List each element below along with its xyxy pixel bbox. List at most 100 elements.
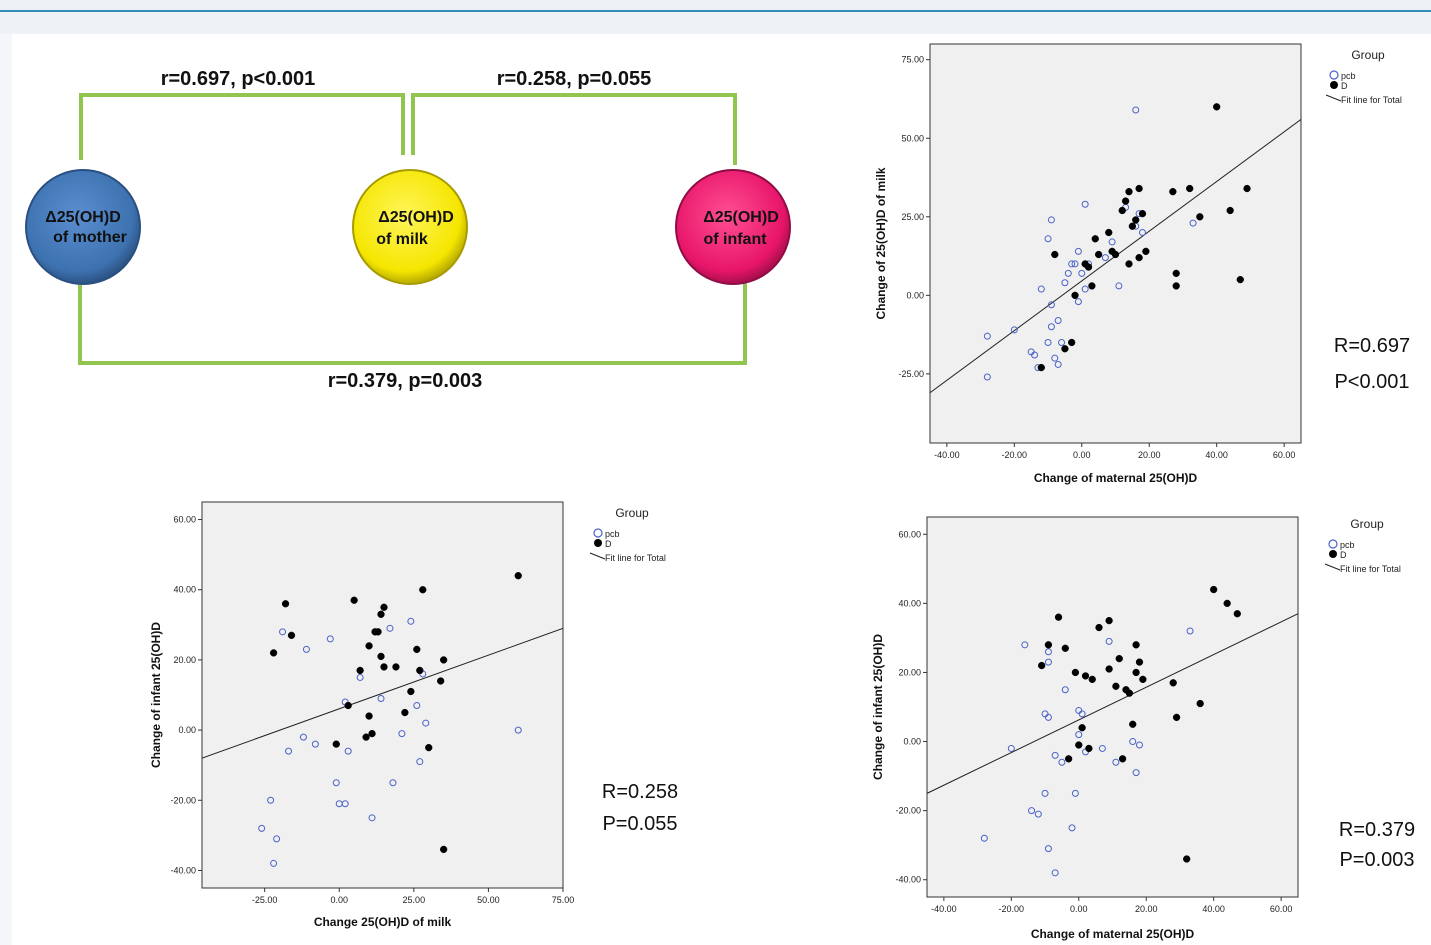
- chart-milk-vs-maternal-point-D: [1051, 250, 1059, 259]
- chart-infant-vs-milk-xtick-label: 25.00: [403, 895, 426, 905]
- bracket-mother-infant: [78, 280, 747, 365]
- chart-milk-vs-maternal-point-D: [1132, 216, 1140, 224]
- chart-infant-vs-maternal-point-D: [1183, 855, 1191, 863]
- chart-infant-vs-maternal-point-pcb: [1051, 751, 1059, 759]
- chart-milk-vs-maternal-point-D: [1121, 197, 1130, 205]
- chart-infant-vs-maternal-legend-d-label: D: [1340, 550, 1347, 560]
- chart-milk-vs-maternal-point-pcb: [1138, 229, 1146, 237]
- bracket-mother-milk: [79, 93, 405, 160]
- chart-milk-vs-maternal-point-D: [1135, 184, 1143, 193]
- chart-infant-vs-maternal-point-pcb: [1135, 741, 1143, 749]
- chart-milk-vs-maternal-xtick-label: -20.00: [1002, 450, 1028, 460]
- node-infant: Δ25(OH)D of infant: [675, 169, 791, 285]
- chart-infant-vs-milk-point-D: [392, 663, 400, 671]
- chart-infant-vs-maternal-ylabel: Change of infant 25(OH)D: [871, 634, 885, 780]
- chart-infant-vs-milk-point-D: [362, 733, 370, 741]
- chart-infant-vs-maternal-point-pcb: [1051, 869, 1059, 877]
- chart-milk-vs-maternal-point-D: [1071, 291, 1079, 299]
- chart-infant-vs-milk-point-pcb: [407, 617, 415, 625]
- chart-milk-vs-maternal-point-pcb: [1108, 238, 1116, 246]
- chart-milk-vs-maternal-point-D: [1142, 247, 1150, 256]
- chart-infant-vs-maternal-legend-fit-label: Fit line for Total: [1340, 564, 1401, 574]
- chart-infant-vs-milk-point-pcb: [422, 719, 430, 727]
- chart-infant-vs-milk-point-pcb: [389, 779, 397, 787]
- chart-milk-vs-maternal-point-D: [1138, 210, 1147, 218]
- chart-infant-vs-maternal-xtick-label: 0.00: [1070, 904, 1088, 914]
- chart-infant-vs-maternal-point-D: [1078, 724, 1086, 732]
- chart-infant-vs-milk-point-D: [401, 708, 409, 717]
- left-margin-strip: [0, 34, 12, 945]
- chart-infant-vs-maternal-point-D: [1223, 599, 1231, 608]
- chart-infant-vs-maternal-legend-d-marker: [1329, 550, 1337, 558]
- chart-infant-vs-milk-xlabel: Change 25(OH)D of milk: [314, 915, 452, 929]
- chart-infant-vs-maternal-legend-fit-marker: [1324, 563, 1341, 571]
- chart-infant-vs-maternal-point-D: [1095, 623, 1103, 632]
- chart-milk-vs-maternal-point-pcb: [1047, 323, 1055, 331]
- chart-infant-vs-maternal-point-D: [1169, 679, 1177, 687]
- chart-infant-vs-maternal-xtick-label: 20.00: [1135, 904, 1158, 914]
- chart-milk-vs-maternal-point-pcb: [1054, 316, 1062, 324]
- chart-infant-vs-maternal-point-pcb: [1129, 738, 1137, 746]
- chart-milk-vs-maternal-point-D: [1196, 213, 1204, 221]
- chart-infant-vs-milk-point-D: [413, 645, 421, 654]
- chart-milk-vs-maternal-xtick-label: 40.00: [1205, 450, 1228, 460]
- chart-milk-vs-maternal-legend-d-marker: [1330, 81, 1338, 89]
- chart-infant-vs-maternal-point-D: [1172, 713, 1181, 722]
- chart-milk-vs-maternal-point-pcb: [1044, 338, 1052, 346]
- chart-infant-vs-milk-legend-pcb-label: pcb: [605, 529, 620, 539]
- chart-infant-vs-maternal-point-pcb: [1078, 710, 1086, 718]
- chart-milk-vs-maternal-point-pcb: [1027, 348, 1035, 356]
- chart-milk-vs-maternal-point-pcb: [1115, 282, 1123, 290]
- chart-infant-vs-maternal-xtick-label: 60.00: [1270, 904, 1293, 914]
- chart-infant-vs-maternal-point-D: [1061, 644, 1069, 652]
- chart-infant-vs-maternal-point-D: [1118, 755, 1127, 763]
- chart-infant-vs-maternal-ytick-label: 60.00: [898, 529, 921, 539]
- chart-infant-vs-maternal-point-D: [1085, 744, 1093, 753]
- chart-infant-vs-maternal-point-D: [1105, 665, 1113, 673]
- chart-milk-vs-maternal-point-pcb: [1064, 269, 1072, 277]
- chart-infant-vs-maternal-legend-pcb-marker: [1328, 539, 1338, 549]
- chart-infant-vs-milk-point-D: [380, 603, 388, 611]
- chart-milk-vs-maternal-ytick-label: 50.00: [901, 133, 924, 143]
- chart-infant-vs-maternal-point-pcb: [1034, 810, 1042, 818]
- chart-infant-vs-maternal-point-pcb: [1098, 744, 1106, 752]
- chart-infant-vs-milk-point-D: [419, 586, 427, 594]
- chart-infant-vs-milk-point-pcb: [332, 779, 340, 787]
- chart-milk-vs-maternal-point-pcb: [1078, 269, 1086, 277]
- chart-infant-vs-milk-xtick-label: 75.00: [552, 895, 575, 905]
- top-banner: [0, 0, 1431, 34]
- chart-infant-vs-milk-ytick-label: 0.00: [178, 725, 196, 735]
- chart-milk-vs-maternal-ytick-label: 75.00: [901, 55, 924, 65]
- chart-milk-vs-maternal-point-D: [1088, 282, 1096, 290]
- chart-infant-vs-milk-point-D: [440, 845, 448, 854]
- chart-milk-vs-maternal-legend-fit-label: Fit line for Total: [1341, 95, 1402, 105]
- chart-infant-vs-milk-point-D: [269, 649, 278, 657]
- chart-infant-vs-milk-point-pcb: [270, 859, 278, 867]
- chart-milk-vs-maternal-point-pcb: [1081, 285, 1089, 293]
- chart-infant-vs-maternal-point-D: [1132, 641, 1140, 649]
- chart-milk-vs-maternal-point-pcb: [1189, 219, 1197, 227]
- chart-infant-vs-milk-point-D: [332, 740, 340, 748]
- chart-milk-vs-maternal-point-pcb: [1074, 247, 1082, 255]
- chart-infant-vs-milk-xtick-label: -25.00: [252, 895, 278, 905]
- chart-infant-vs-maternal-ytick-label: -20.00: [895, 806, 921, 816]
- chart-milk-vs-maternal-point-D: [1213, 103, 1221, 111]
- chart-infant-vs-maternal-point-pcb: [1186, 627, 1194, 635]
- chart-milk-vs-maternal-point-D: [1061, 345, 1069, 353]
- chart-milk-vs-maternal-point-D: [1236, 275, 1244, 284]
- chart-milk-vs-maternal-legend-fit-marker: [1325, 94, 1342, 102]
- node-milk-line1: Δ25(OH)D: [378, 209, 454, 226]
- node-infant-line2: of infant: [703, 231, 767, 248]
- chart-infant-vs-maternal-point-pcb: [980, 834, 988, 842]
- chart-milk-vs-maternal-point-pcb: [1074, 298, 1082, 306]
- chart-infant-vs-maternal-point-D: [1112, 682, 1120, 690]
- chart-infant-vs-milk-point-pcb: [258, 824, 266, 832]
- chart-infant-vs-milk-point-D: [287, 631, 296, 639]
- chart-infant-vs-milk-point-D: [356, 666, 364, 675]
- chart-infant-vs-maternal-point-D: [1125, 689, 1134, 697]
- chart-infant-vs-milk-stat-p: P=0.055: [602, 813, 677, 835]
- chart-infant-vs-maternal-point-pcb: [1041, 789, 1049, 797]
- chart-milk-vs-maternal-ytick-label: -25.00: [898, 369, 924, 379]
